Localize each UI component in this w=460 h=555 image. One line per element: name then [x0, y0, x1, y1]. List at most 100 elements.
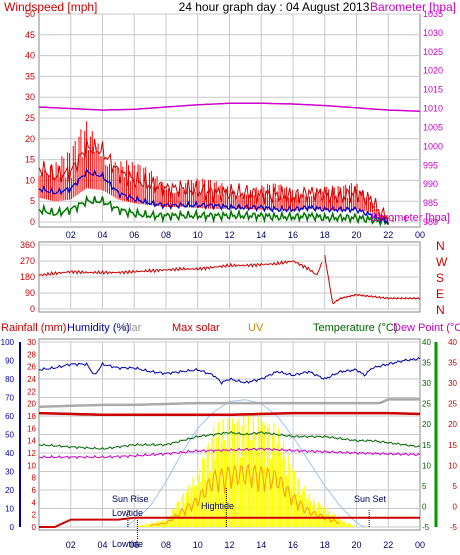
temperature-line — [38, 430, 421, 450]
humidity-y-tick: 0 — [10, 523, 15, 532]
temp-y-tick-right: 0 — [453, 502, 458, 511]
baro-y-tick: 1025 — [423, 47, 443, 57]
temp-y-tick-left: 15 — [422, 441, 431, 450]
barometer-line — [38, 102, 421, 112]
solar-legend: olar — [123, 322, 142, 334]
x-tick-top: 08 — [161, 230, 171, 240]
temp-legend: Temperature (°C) — [313, 322, 397, 334]
x-tick-top: 22 — [383, 230, 393, 240]
compass-label: N — [436, 303, 445, 317]
max-solar-line — [38, 411, 420, 417]
x-tick-bottom: 22 — [383, 540, 393, 550]
x-tick-bottom: 18 — [320, 540, 330, 550]
rain-y-tick: 12 — [27, 449, 36, 458]
x-tick-bottom: 06 — [129, 540, 139, 550]
rain-y-tick: 4 — [32, 498, 37, 507]
baro-y-tick: 990 — [423, 179, 438, 189]
humidity-y-tick: 20 — [5, 486, 14, 495]
lowtide-label-top: Lowtide — [112, 508, 143, 518]
rain-y-tick: 6 — [32, 486, 37, 495]
x-tick-bottom: 16 — [288, 540, 298, 550]
temp-y-tick-left: 10 — [422, 461, 431, 470]
wind-axis-title: Windspeed [mph] — [4, 0, 97, 14]
lowtide-label-bottom: Lowtide — [112, 539, 143, 549]
x-tick-top: 12 — [224, 230, 234, 240]
direction-y-tick: 360 — [20, 240, 35, 250]
rain-y-tick: 28 — [27, 350, 36, 359]
wind-y-tick: 5 — [30, 196, 35, 206]
rainfall-line — [39, 516, 420, 528]
sunset-label: Sun Set — [354, 494, 387, 504]
temp-y-tick-left: -5 — [422, 523, 430, 532]
wind-y-tick: 35 — [25, 71, 35, 81]
wind-y-tick: 15 — [25, 155, 35, 165]
x-tick-top: 04 — [97, 230, 107, 240]
wind-y-tick: 0 — [30, 217, 35, 227]
x-tick-top: 06 — [129, 230, 139, 240]
baro-y-tick: 995 — [423, 160, 438, 170]
x-tick-top: 10 — [193, 230, 203, 240]
compass-label: S — [436, 271, 444, 285]
compass-label: E — [436, 287, 444, 301]
maxsolar-legend: Max solar — [172, 322, 220, 334]
temp-y-tick-right: 5 — [453, 482, 458, 491]
x-tick-top: 02 — [66, 230, 76, 240]
temp-y-tick-left: 25 — [422, 400, 431, 409]
rain-y-tick: 22 — [27, 387, 36, 396]
x-tick-top: 18 — [320, 230, 330, 240]
rain-y-tick: 8 — [32, 474, 37, 483]
baro-y-tick: 1020 — [423, 66, 443, 76]
temp-y-tick-right: 25 — [448, 400, 457, 409]
wind-y-tick: 20 — [25, 134, 35, 144]
rain-y-tick: 30 — [27, 338, 36, 347]
direction-y-tick: 180 — [20, 272, 35, 282]
uv-legend: UV — [248, 322, 264, 334]
humidity-y-tick: 70 — [5, 394, 14, 403]
dew-legend: Dew Point (°C) — [393, 322, 460, 334]
barometer-axis-title: Barometer [hpa] — [370, 0, 456, 14]
chart-title: 24 hour graph day : 04 August 2013 — [179, 0, 370, 14]
temp-y-tick-left: 40 — [422, 338, 431, 347]
temp-y-tick-right: 20 — [448, 420, 457, 429]
wind-y-tick: 45 — [25, 30, 35, 40]
average-wind-line — [38, 167, 389, 225]
rain-y-tick: 26 — [27, 363, 36, 372]
max-solar-curve — [125, 399, 365, 528]
gust-line — [38, 138, 389, 225]
temp-y-tick-right: 35 — [448, 359, 457, 368]
wind-y-tick: 30 — [25, 92, 35, 102]
baro-y-tick: 1035 — [423, 9, 443, 19]
uv-line — [149, 463, 340, 527]
humidity-y-tick: 50 — [5, 431, 14, 440]
temp-y-tick-left: 20 — [422, 420, 431, 429]
rain-legend: Rainfall (mm) — [1, 322, 66, 334]
direction-line — [38, 260, 323, 277]
direction-y-tick: 270 — [20, 256, 35, 266]
wind-y-tick: 40 — [25, 51, 35, 61]
compass-label: W — [436, 255, 448, 269]
wind-y-tick: 10 — [25, 175, 35, 185]
temp-y-tick-right: 10 — [448, 461, 457, 470]
temp-y-tick-left: 35 — [422, 359, 431, 368]
baro-y-tick: 1000 — [423, 141, 443, 151]
humidity-y-tick: 10 — [5, 505, 14, 514]
direction-y-tick: 0 — [30, 304, 35, 314]
humidity-y-tick: 40 — [5, 449, 14, 458]
x-tick-bottom: 04 — [97, 540, 107, 550]
humidity-line — [38, 357, 421, 386]
temp-y-tick-left: 5 — [422, 482, 427, 491]
x-tick-top: 00 — [415, 230, 425, 240]
compass-label: N — [436, 239, 445, 253]
baro-y-tick: 1005 — [423, 122, 443, 132]
rain-y-tick: 14 — [27, 437, 36, 446]
hightide-label: Hightide — [201, 501, 234, 511]
x-tick-top: 20 — [351, 230, 361, 240]
dewpoint-line — [38, 447, 421, 460]
rain-y-tick: 24 — [27, 375, 36, 384]
rain-y-tick: 2 — [32, 511, 37, 520]
x-tick-bottom: 20 — [351, 540, 361, 550]
lull-line — [38, 194, 389, 227]
direction-line-late — [324, 254, 421, 305]
rain-y-tick: 10 — [27, 461, 36, 470]
